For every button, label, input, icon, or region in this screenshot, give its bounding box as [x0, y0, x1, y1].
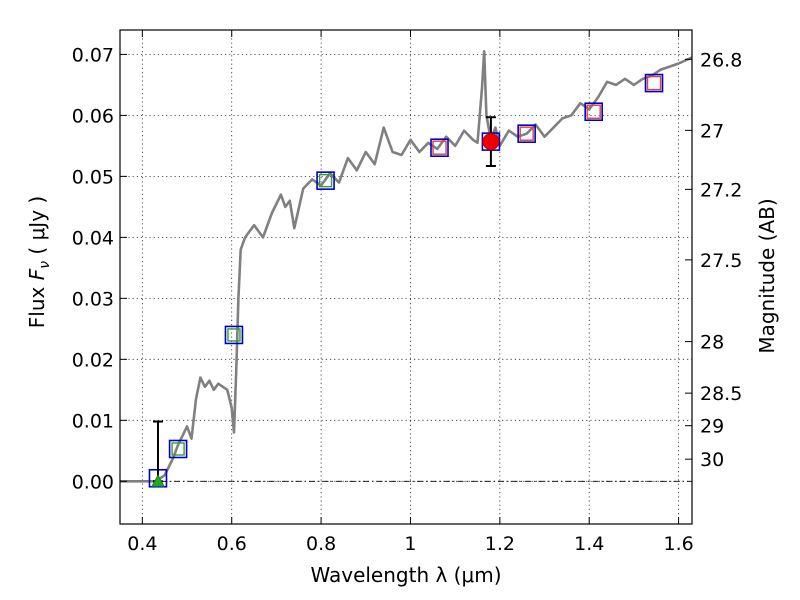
- model-photometry-marker: [227, 328, 241, 342]
- filter-box-marker: [517, 124, 536, 143]
- model-sed-line: [120, 50, 693, 483]
- detection-point: [482, 133, 500, 151]
- model-photometry-marker: [171, 442, 185, 456]
- y-tick-label: 0.02: [72, 349, 114, 371]
- y2-axis-label: Magnitude (AB): [755, 198, 779, 353]
- y-axis-label: Flux Fν ( μJy ): [25, 196, 53, 328]
- x-tick-label: 0.8: [306, 533, 336, 555]
- magnitude-tick-label: 30: [700, 449, 724, 471]
- filter-box-marker: [316, 171, 335, 190]
- model-photometry-marker: [318, 173, 333, 188]
- filter-box-marker: [224, 325, 244, 345]
- model-photometry-marker: [432, 140, 447, 155]
- y-tick-label: 0.04: [72, 227, 114, 249]
- y-tick-label: 0.06: [72, 105, 114, 127]
- upper-limit-marker: [151, 474, 165, 487]
- y-tick-label: 0.00: [72, 471, 114, 493]
- axes: 0.4 0.6 0.8 1 1.2 1.4 1.6 0.00 0.01 0.02 0.03 0.04 0…: [72, 29, 742, 555]
- model-photometry-marker: [646, 75, 662, 91]
- magnitude-tick-label: 27.5: [700, 250, 742, 272]
- y-tick-label: 0.01: [72, 410, 114, 432]
- plot-frame: [119, 29, 693, 525]
- y-tick-label: 0.05: [72, 166, 114, 188]
- x-tick-label: 1.4: [574, 533, 604, 555]
- magnitude-tick-label: 29: [700, 416, 724, 438]
- y-tick-label: 0.07: [72, 44, 114, 66]
- magnitude-tick-label: 27.2: [700, 179, 742, 201]
- filter-box-marker: [168, 439, 188, 459]
- filter-box-marker: [644, 73, 664, 93]
- filter-box-marker: [430, 138, 449, 158]
- axis-labels: Wavelength λ (μm) Flux Fν ( μJy ) Magnit…: [25, 196, 779, 587]
- x-tick-label: 0.6: [217, 533, 247, 555]
- magnitude-tick-label: 27: [700, 120, 724, 142]
- x-tick-label: 1.6: [663, 533, 693, 555]
- x-tick-label: 1.2: [485, 533, 515, 555]
- x-tick-label: 0.4: [127, 533, 157, 555]
- filter-box-marker: [584, 102, 603, 122]
- x-tick-label: 1: [404, 533, 416, 555]
- model-photometry-marker: [519, 126, 534, 141]
- x-axis-label: Wavelength λ (μm): [310, 563, 501, 587]
- model-photometry-marker: [586, 104, 601, 119]
- magnitude-tick-label: 26.8: [700, 49, 742, 71]
- y-tick-label: 0.03: [72, 288, 114, 310]
- magnitude-tick-label: 28.5: [700, 383, 742, 405]
- plot-area: [120, 50, 693, 488]
- magnitude-tick-label: 28: [700, 332, 724, 354]
